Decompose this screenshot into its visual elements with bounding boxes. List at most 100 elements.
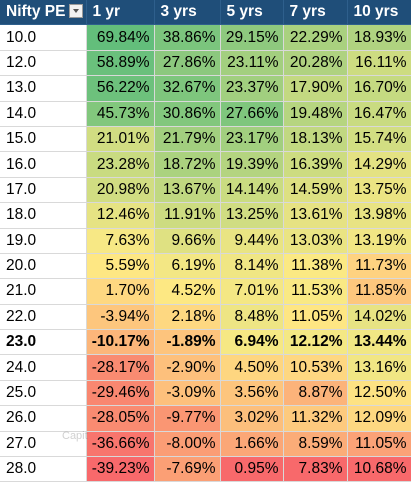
- return-cell[interactable]: 0.95%: [220, 456, 284, 482]
- return-cell[interactable]: 14.29%: [347, 151, 411, 178]
- return-cell[interactable]: 10.68%: [347, 456, 411, 482]
- return-cell[interactable]: 13.25%: [220, 202, 284, 229]
- pe-cell[interactable]: 18.0: [0, 202, 87, 229]
- return-cell[interactable]: -36.66%: [86, 431, 155, 458]
- return-cell[interactable]: 11.38%: [283, 253, 348, 280]
- return-cell[interactable]: 20.98%: [86, 177, 155, 204]
- return-cell[interactable]: 17.90%: [283, 75, 348, 102]
- return-cell[interactable]: 9.44%: [220, 228, 284, 254]
- return-cell[interactable]: 18.13%: [283, 126, 348, 153]
- return-cell[interactable]: 56.22%: [86, 75, 155, 102]
- return-cell[interactable]: 23.37%: [220, 75, 284, 102]
- return-cell[interactable]: -1.89%: [154, 329, 221, 356]
- return-cell[interactable]: 3.56%: [220, 380, 284, 407]
- pe-cell[interactable]: 19.0: [0, 228, 87, 254]
- return-cell[interactable]: 3.02%: [220, 405, 284, 432]
- return-cell[interactable]: 45.73%: [86, 101, 155, 127]
- return-cell[interactable]: 7.01%: [220, 278, 284, 305]
- return-cell[interactable]: 13.61%: [283, 202, 348, 229]
- return-cell[interactable]: 9.66%: [154, 228, 221, 254]
- return-cell[interactable]: 8.48%: [220, 304, 284, 331]
- return-cell[interactable]: 4.50%: [220, 354, 284, 381]
- return-cell[interactable]: 13.67%: [154, 177, 221, 204]
- return-cell[interactable]: 8.14%: [220, 253, 284, 280]
- return-cell[interactable]: 14.59%: [283, 177, 348, 204]
- return-cell[interactable]: -3.94%: [86, 304, 155, 331]
- return-cell[interactable]: 7.63%: [86, 228, 155, 254]
- return-cell[interactable]: 21.79%: [154, 126, 221, 153]
- return-cell[interactable]: 27.86%: [154, 50, 221, 77]
- return-cell[interactable]: -3.09%: [154, 380, 221, 407]
- pe-cell[interactable]: 20.0: [0, 253, 87, 280]
- return-cell[interactable]: 11.05%: [283, 304, 348, 331]
- return-cell[interactable]: 6.19%: [154, 253, 221, 280]
- return-cell[interactable]: -29.46%: [86, 380, 155, 407]
- return-cell[interactable]: 1.66%: [220, 431, 284, 458]
- return-cell[interactable]: 1.70%: [86, 278, 155, 305]
- return-cell[interactable]: 14.02%: [347, 304, 411, 331]
- return-cell[interactable]: 12.46%: [86, 202, 155, 229]
- pe-cell[interactable]: 10.0: [0, 24, 87, 51]
- pe-cell[interactable]: 15.0: [0, 126, 87, 153]
- return-cell[interactable]: 12.12%: [283, 329, 348, 356]
- return-cell[interactable]: 38.86%: [154, 24, 221, 51]
- pe-cell[interactable]: 27.0: [0, 431, 87, 458]
- return-cell[interactable]: 11.85%: [347, 278, 411, 305]
- pe-cell[interactable]: 28.0: [0, 456, 87, 482]
- return-cell[interactable]: 30.86%: [154, 101, 221, 127]
- pe-cell[interactable]: 12.0: [0, 50, 87, 77]
- return-cell[interactable]: 13.19%: [347, 228, 411, 254]
- return-cell[interactable]: 18.72%: [154, 151, 221, 178]
- pe-cell[interactable]: 24.0: [0, 354, 87, 381]
- return-cell[interactable]: 12.50%: [347, 380, 411, 407]
- return-cell[interactable]: 13.98%: [347, 202, 411, 229]
- return-cell[interactable]: 18.93%: [347, 24, 411, 51]
- return-cell[interactable]: 11.91%: [154, 202, 221, 229]
- return-cell[interactable]: 13.75%: [347, 177, 411, 204]
- return-cell[interactable]: -7.69%: [154, 456, 221, 482]
- return-cell[interactable]: 11.73%: [347, 253, 411, 280]
- return-cell[interactable]: 27.66%: [220, 101, 284, 127]
- return-cell[interactable]: 16.47%: [347, 101, 411, 127]
- return-cell[interactable]: -28.05%: [86, 405, 155, 432]
- pe-cell[interactable]: 26.0: [0, 405, 87, 432]
- pe-cell[interactable]: 22.0: [0, 304, 87, 331]
- return-cell[interactable]: 21.01%: [86, 126, 155, 153]
- return-cell[interactable]: 2.18%: [154, 304, 221, 331]
- pe-cell[interactable]: 23.0: [0, 329, 87, 356]
- header-nifty-pe[interactable]: Nifty PE: [0, 0, 87, 26]
- return-cell[interactable]: 7.83%: [283, 456, 348, 482]
- return-cell[interactable]: 5.59%: [86, 253, 155, 280]
- return-cell[interactable]: 23.11%: [220, 50, 284, 77]
- pe-cell[interactable]: 14.0: [0, 101, 87, 127]
- return-cell[interactable]: 20.28%: [283, 50, 348, 77]
- return-cell[interactable]: -9.77%: [154, 405, 221, 432]
- return-cell[interactable]: 11.05%: [347, 431, 411, 458]
- return-cell[interactable]: -2.90%: [154, 354, 221, 381]
- return-cell[interactable]: 16.39%: [283, 151, 348, 178]
- return-cell[interactable]: 15.74%: [347, 126, 411, 153]
- return-cell[interactable]: 58.89%: [86, 50, 155, 77]
- pe-cell[interactable]: 21.0: [0, 278, 87, 305]
- return-cell[interactable]: 4.52%: [154, 278, 221, 305]
- pe-cell[interactable]: 25.0: [0, 380, 87, 407]
- return-cell[interactable]: 19.39%: [220, 151, 284, 178]
- return-cell[interactable]: 10.53%: [283, 354, 348, 381]
- return-cell[interactable]: 13.03%: [283, 228, 348, 254]
- return-cell[interactable]: 32.67%: [154, 75, 221, 102]
- return-cell[interactable]: -10.17%: [86, 329, 155, 356]
- return-cell[interactable]: 16.11%: [347, 50, 411, 77]
- return-cell[interactable]: 19.48%: [283, 101, 348, 127]
- pe-cell[interactable]: 16.0: [0, 151, 87, 178]
- return-cell[interactable]: 6.94%: [220, 329, 284, 356]
- return-cell[interactable]: 13.16%: [347, 354, 411, 381]
- return-cell[interactable]: 12.09%: [347, 405, 411, 432]
- return-cell[interactable]: 11.32%: [283, 405, 348, 432]
- return-cell[interactable]: 23.17%: [220, 126, 284, 153]
- return-cell[interactable]: 16.70%: [347, 75, 411, 102]
- return-cell[interactable]: 8.87%: [283, 380, 348, 407]
- return-cell[interactable]: 22.29%: [283, 24, 348, 51]
- pe-cell[interactable]: 17.0: [0, 177, 87, 204]
- return-cell[interactable]: 11.53%: [283, 278, 348, 305]
- return-cell[interactable]: 23.28%: [86, 151, 155, 178]
